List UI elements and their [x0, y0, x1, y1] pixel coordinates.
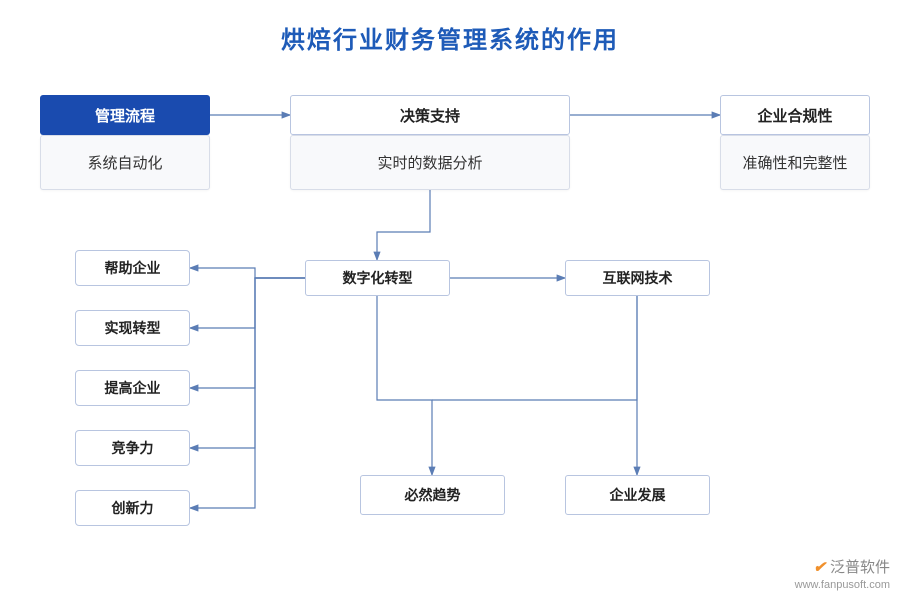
node-n5: 互联网技术 [565, 260, 710, 296]
watermark-url: www.fanpusoft.com [795, 578, 890, 592]
edge-n4-l3 [190, 278, 305, 388]
node-l5: 创新力 [75, 490, 190, 526]
edge-n4-b1 [377, 296, 432, 475]
node-n2: 决策支持 [290, 95, 570, 135]
node-b1: 必然趋势 [360, 475, 505, 515]
node-l3: 提高企业 [75, 370, 190, 406]
node-l4: 竞争力 [75, 430, 190, 466]
node-n1: 管理流程 [40, 95, 210, 135]
node-n2s: 实时的数据分析 [290, 135, 570, 190]
edge-n5-b1 [432, 296, 637, 400]
node-b2: 企业发展 [565, 475, 710, 515]
node-n1s: 系统自动化 [40, 135, 210, 190]
node-n4: 数字化转型 [305, 260, 450, 296]
watermark: ✔ 泛普软件 www.fanpusoft.com [795, 558, 890, 592]
node-n3s: 准确性和完整性 [720, 135, 870, 190]
edge-n4-l4 [190, 278, 305, 448]
edge-n4-l1 [190, 268, 305, 278]
flowchart-canvas: 管理流程系统自动化 决策支持实时的数据分析 企业合规性准确性和完整性数字化转型 互联网… [0, 0, 900, 600]
edge-n4-l5 [190, 278, 305, 508]
node-l1: 帮助企业 [75, 250, 190, 286]
edge-n2s-n4 [377, 190, 430, 260]
edge-n4-l2 [190, 278, 305, 328]
node-l2: 实现转型 [75, 310, 190, 346]
watermark-brand: 泛普软件 [830, 559, 890, 576]
node-n3: 企业合规性 [720, 95, 870, 135]
